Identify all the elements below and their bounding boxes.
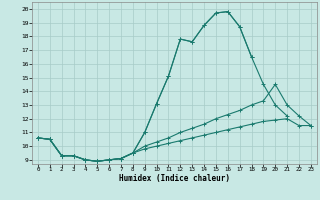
X-axis label: Humidex (Indice chaleur): Humidex (Indice chaleur)	[119, 174, 230, 183]
